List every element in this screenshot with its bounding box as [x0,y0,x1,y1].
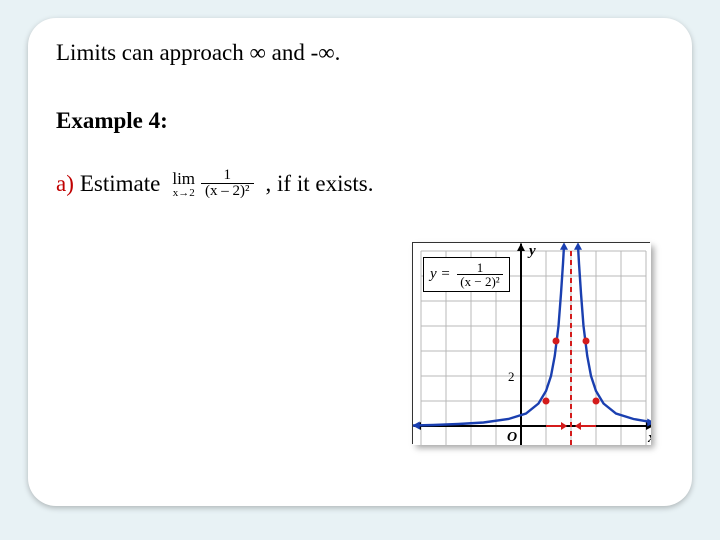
equation-fraction: 1 (x − 2)² [457,261,502,288]
graph-equation-box: y = 1 (x − 2)² [423,257,510,292]
svg-text:x: x [647,430,651,445]
intro-text: Limits can approach ∞ and -∞. [56,40,664,66]
svg-text:y: y [527,243,536,259]
equation-numerator: 1 [474,261,487,274]
svg-text:O: O [507,430,517,445]
equation-lhs: y = [430,266,451,282]
graph-figure: y x O 2 y = 1 (x − 2)² [412,242,650,444]
equation-denominator: (x − 2)² [457,275,502,288]
limit-fraction: 1 (x – 2)² [201,168,254,199]
content-card: Limits can approach ∞ and -∞. Example 4:… [28,18,692,506]
fraction-denominator: (x – 2)² [201,184,254,199]
fraction-numerator: 1 [220,168,236,183]
lim-symbol: lim [172,170,195,187]
limit-expression: lim x→2 1 (x – 2)² [172,168,253,199]
part-label: a) [56,171,74,197]
question-row: a) Estimate lim x→2 1 (x – 2)² , if it e… [56,168,664,199]
question-tail: , if it exists. [266,171,374,197]
svg-text:2: 2 [508,369,515,384]
lim-subscript: x→2 [173,188,195,199]
question-verb: Estimate [80,171,160,197]
example-heading: Example 4: [56,108,664,134]
